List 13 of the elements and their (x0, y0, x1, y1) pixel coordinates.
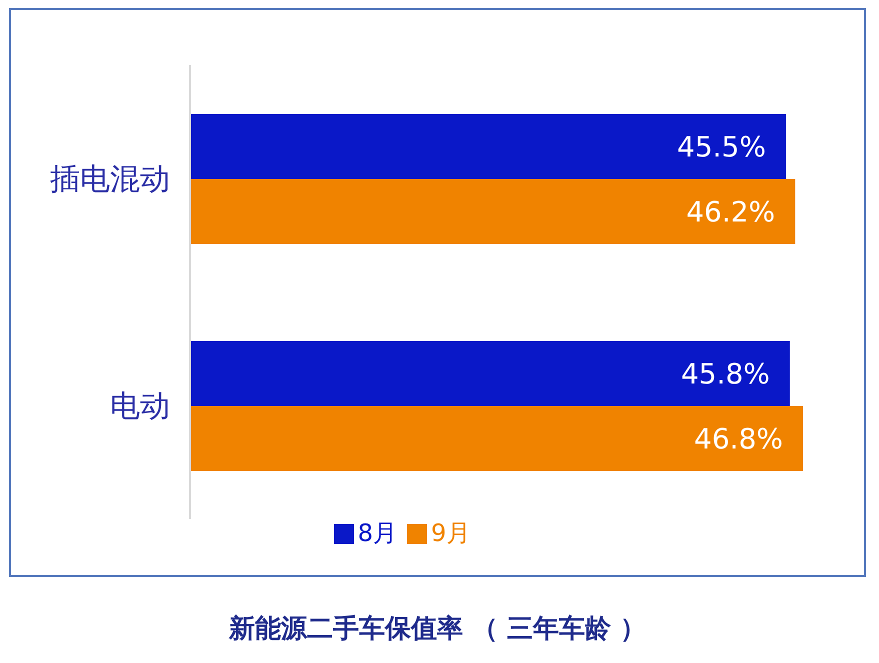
legend-label: 9月 (431, 519, 470, 547)
y-tick-label: 电动 (110, 389, 170, 424)
text: 新能源二手车保值率 （ 三年车龄 ） (228, 613, 648, 645)
data-label: 45.8% (680, 357, 770, 390)
bar (190, 406, 803, 471)
bar (190, 114, 786, 179)
data-label: 46.8% (694, 422, 783, 456)
bar (190, 341, 790, 406)
legend-label: 8月 (358, 519, 397, 547)
data-label: 46.2% (686, 195, 776, 228)
bar (190, 179, 796, 244)
data-label: 45.5% (677, 130, 766, 164)
y-tick-label: 插电混动 (50, 162, 170, 198)
